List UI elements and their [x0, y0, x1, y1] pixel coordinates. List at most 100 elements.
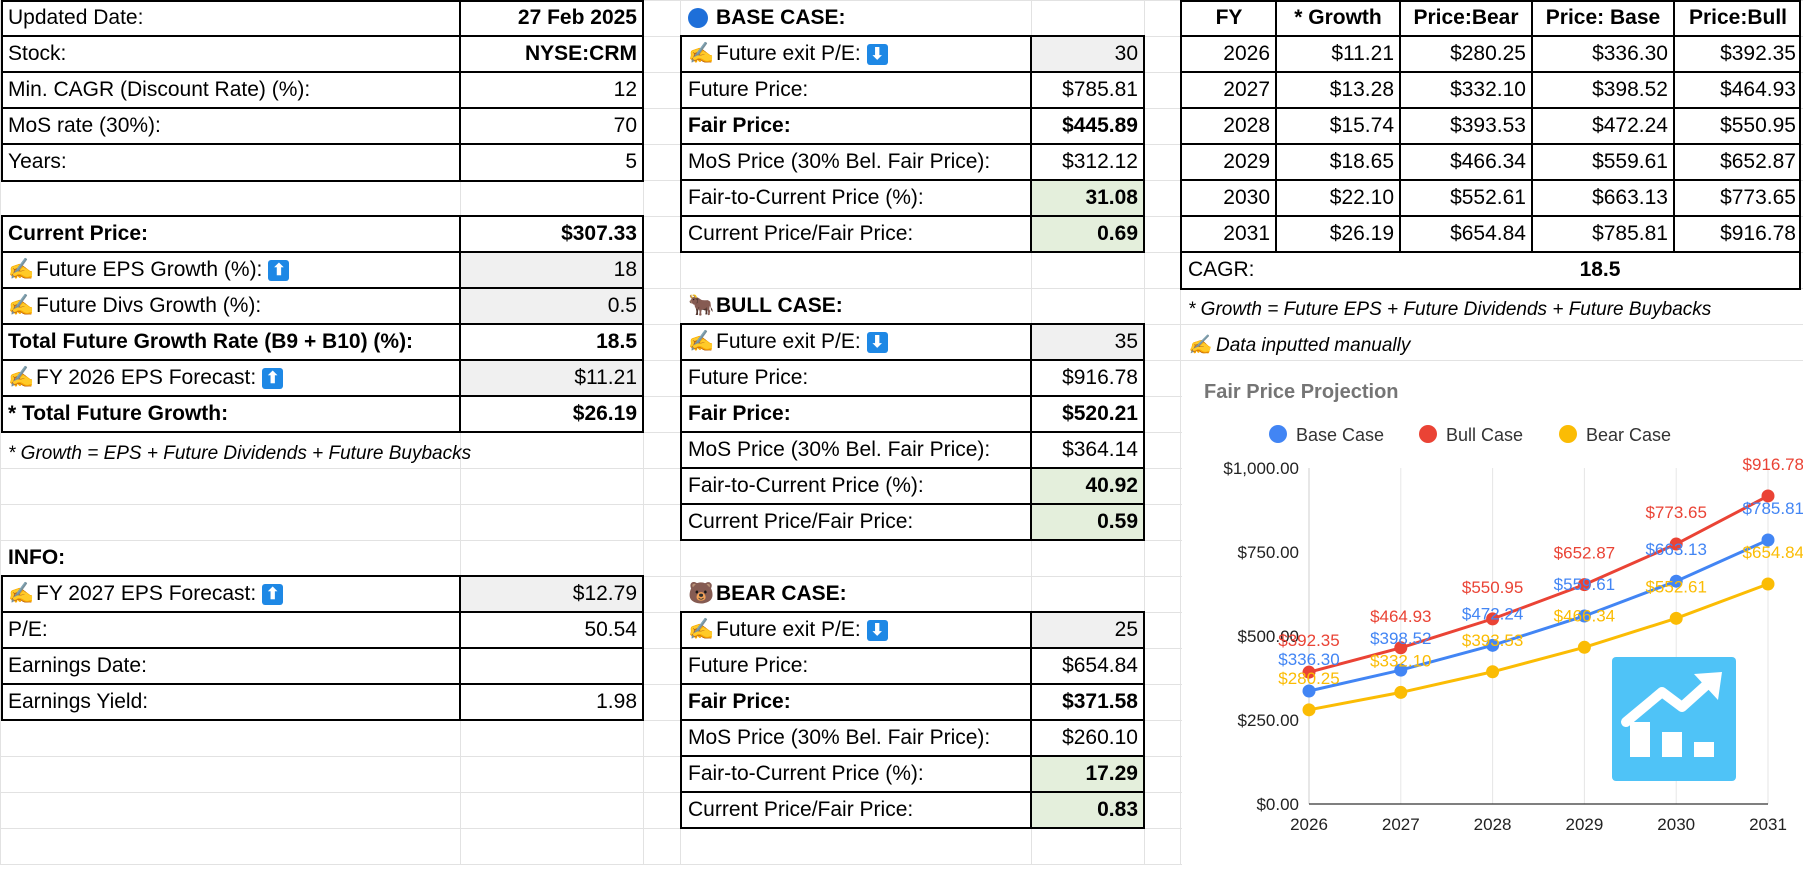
arrow-up-icon[interactable]: ⬆: [262, 367, 284, 389]
arrow-up-icon[interactable]: ⬆: [262, 583, 284, 605]
case-title-text: BEAR CASE:: [716, 582, 847, 605]
divs-growth-value[interactable]: 0.5: [460, 288, 643, 324]
ftc-value[interactable]: 40.92: [1031, 468, 1144, 504]
table-cell[interactable]: $916.78: [1720, 222, 1796, 245]
fair-value[interactable]: $371.58: [1062, 690, 1138, 713]
pe-value[interactable]: 50.54: [584, 618, 637, 641]
table-cell[interactable]: $392.35: [1720, 42, 1796, 65]
fair-value[interactable]: $445.89: [1062, 114, 1138, 137]
arrow-up-icon[interactable]: ⬆: [268, 259, 290, 281]
cpf-value[interactable]: 0.69: [1031, 216, 1144, 252]
future-value[interactable]: $916.78: [1062, 366, 1138, 389]
table-cell[interactable]: $11.21: [1331, 42, 1394, 65]
table-cell[interactable]: $13.28: [1329, 78, 1394, 101]
data-point: [1486, 612, 1500, 626]
y-tick-label: $750.00: [1238, 543, 1299, 562]
writing-hand-icon: ✍: [1188, 335, 1212, 356]
data-label: $916.78: [1743, 455, 1803, 474]
trend-arrow-head: [1694, 672, 1722, 700]
mos-value[interactable]: $364.14: [1062, 438, 1138, 461]
writing-hand-icon: ✍: [688, 42, 715, 65]
data-point: [1761, 489, 1775, 503]
legend-marker: [1419, 425, 1437, 443]
table-cell[interactable]: $466.34: [1450, 150, 1526, 173]
current-price-label: Current Price:: [8, 222, 149, 245]
earnings-yield-value[interactable]: 1.98: [596, 690, 637, 713]
cagr-value[interactable]: 12: [613, 78, 637, 101]
eps-growth-value[interactable]: 18: [460, 252, 643, 288]
table-cell[interactable]: $336.30: [1592, 42, 1668, 65]
writing-hand-icon: ✍: [8, 258, 35, 281]
series-line-bear-case: [1308, 582, 1769, 712]
table-cell[interactable]: $15.74: [1329, 114, 1394, 137]
trend-arrow-line: [1621, 675, 1717, 727]
future-value[interactable]: $654.84: [1062, 654, 1138, 677]
data-point: [1486, 638, 1500, 652]
future-label: Future Price:: [688, 366, 809, 389]
cpf-value[interactable]: 0.59: [1031, 504, 1144, 540]
total-rate-value[interactable]: 18.5: [596, 330, 637, 353]
table-cell[interactable]: $552.61: [1450, 186, 1526, 209]
data-point: [1394, 641, 1408, 655]
table-cell[interactable]: $18.65: [1329, 150, 1394, 173]
table-cell[interactable]: $280.25: [1450, 42, 1526, 65]
data-point: [1761, 533, 1775, 547]
case-title: BASE CASE:: [682, 0, 1082, 36]
table-cell[interactable]: $773.65: [1720, 186, 1796, 209]
divs-growth-label: Future Divs Growth (%):: [36, 294, 262, 317]
stock-value[interactable]: NYSE:CRM: [524, 42, 637, 65]
table-cell[interactable]: $332.10: [1450, 78, 1526, 101]
exit-value[interactable]: 35: [1031, 324, 1144, 360]
fy27-value[interactable]: $12.79: [460, 576, 643, 612]
exit-value[interactable]: 25: [1031, 612, 1144, 648]
cpf-label: Current Price/Fair Price:: [688, 510, 914, 533]
cagr-row-value[interactable]: 18.5: [1579, 258, 1621, 281]
case-row-label: Future Price:: [682, 72, 1031, 108]
mos-rate-value[interactable]: 70: [613, 114, 637, 137]
table-cell[interactable]: 2030: [1223, 186, 1270, 209]
total-growth-value[interactable]: $26.19: [572, 402, 637, 425]
current-price-value[interactable]: $307.33: [561, 222, 637, 245]
case-row-label: ✍Future exit P/E: ⬇: [682, 612, 1031, 648]
cpf-label: Current Price/Fair Price:: [688, 222, 914, 245]
ftc-value[interactable]: 17.29: [1031, 756, 1144, 792]
table-cell[interactable]: $652.87: [1720, 150, 1796, 173]
table-cell[interactable]: 2029: [1223, 150, 1270, 173]
table-cell[interactable]: 2031: [1223, 222, 1270, 245]
arrow-down-icon[interactable]: ⬇: [866, 619, 888, 641]
data-point: [1761, 577, 1775, 591]
arrow-down-icon[interactable]: ⬇: [866, 43, 888, 65]
mos-value[interactable]: $312.12: [1062, 150, 1138, 173]
updated-date-value[interactable]: 27 Feb 2025: [517, 6, 637, 29]
table-cell[interactable]: $559.61: [1592, 150, 1668, 173]
case-row-label: ✍Future exit P/E: ⬇: [682, 36, 1031, 72]
fair-value[interactable]: $520.21: [1062, 402, 1138, 425]
table-cell[interactable]: $663.13: [1592, 186, 1668, 209]
ftc-value[interactable]: 31.08: [1031, 180, 1144, 216]
table-cell[interactable]: $398.52: [1592, 78, 1668, 101]
case-row-label: Current Price/Fair Price:: [682, 792, 1031, 828]
cpf-value[interactable]: 0.83: [1031, 792, 1144, 828]
info-label: INFO:: [8, 546, 66, 569]
table-cell[interactable]: $785.81: [1592, 222, 1668, 245]
table-cell[interactable]: 2027: [1223, 78, 1270, 101]
table-cell[interactable]: $654.84: [1450, 222, 1526, 245]
mos-value[interactable]: $260.10: [1062, 726, 1138, 749]
table-cell[interactable]: 2028: [1223, 114, 1270, 137]
mos-label: MoS Price (30% Bel. Fair Price):: [688, 438, 991, 461]
table-cell[interactable]: $26.19: [1329, 222, 1394, 245]
fy26-value[interactable]: $11.21: [460, 360, 643, 396]
table-cell[interactable]: $472.24: [1592, 114, 1668, 137]
future-value[interactable]: $785.81: [1062, 78, 1138, 101]
y-tick-label: $1,000.00: [1223, 459, 1299, 478]
arrow-down-icon[interactable]: ⬇: [866, 331, 888, 353]
legend-marker: [1559, 425, 1577, 443]
table-cell[interactable]: $550.95: [1720, 114, 1796, 137]
case-row-label: Current Price/Fair Price:: [682, 216, 1031, 252]
table-cell[interactable]: 2026: [1223, 42, 1270, 65]
table-cell[interactable]: $22.10: [1329, 186, 1394, 209]
table-cell[interactable]: $464.93: [1720, 78, 1796, 101]
exit-value[interactable]: 30: [1031, 36, 1144, 72]
years-value[interactable]: 5: [625, 150, 637, 173]
table-cell[interactable]: $393.53: [1450, 114, 1526, 137]
